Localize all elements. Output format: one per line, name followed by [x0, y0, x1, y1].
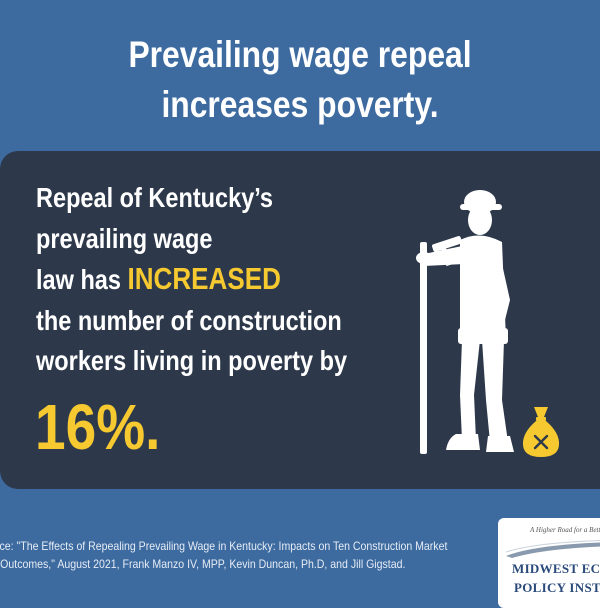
construction-worker-with-hammer-silhouette-icon — [416, 190, 514, 454]
logo-line-2: POLICY INST — [514, 580, 600, 595]
headline-line-2: increases poverty. — [161, 84, 439, 125]
increased-highlight: INCREASED — [127, 261, 281, 296]
message-line-3-prefix: law has — [36, 264, 128, 295]
message-line-4: the number of construction — [36, 304, 342, 336]
headline-line-1: Prevailing wage repeal — [128, 34, 472, 75]
message-line-2: prevailing wage — [36, 222, 213, 254]
headline: Prevailing wage repeal increases poverty… — [42, 30, 558, 130]
midwest-economic-policy-institute-logo: A Higher Road for a Better MIDWEST ECO P… — [498, 518, 600, 608]
message-line-5: workers living in poverty by — [36, 345, 348, 376]
source-line-1: rce: "The Effects of Repealing Prevailin… — [0, 539, 448, 553]
source-line-2: Outcomes," August 2021, Frank Manzo IV, … — [0, 557, 406, 571]
road-icon — [506, 540, 600, 558]
money-bag-x-icon — [522, 407, 560, 457]
poverty-increase-figure: 16%. — [35, 391, 161, 463]
logo-line-1: MIDWEST ECO — [512, 561, 600, 576]
message-line-3: law has INCREASED — [36, 259, 389, 301]
source-citation: rce: "The Effects of Repealing Prevailin… — [0, 537, 448, 573]
message-line-1: Repeal of Kentucky’s — [36, 182, 274, 213]
message-text: Repeal of Kentucky’s prevailing wage law… — [36, 178, 389, 382]
logo-tagline: A Higher Road for a Better — [530, 526, 600, 534]
